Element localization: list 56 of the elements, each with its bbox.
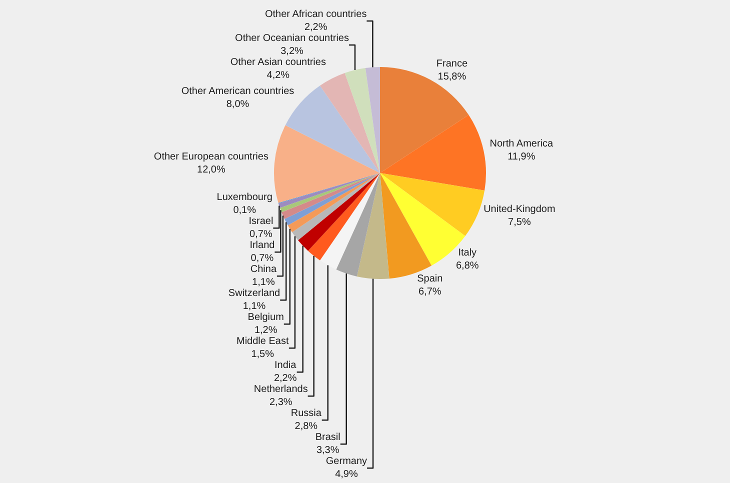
- pie-slice: [298, 173, 380, 251]
- slice-label: Germany: [326, 456, 368, 468]
- pie-slice: [380, 67, 469, 173]
- data-label: 1,2%: [254, 325, 278, 336]
- slice-label: Russia: [290, 408, 322, 420]
- data-label: 6,8%: [456, 260, 479, 272]
- data-label: 11,9%: [508, 152, 536, 163]
- slice-label: Switzerland: [228, 288, 280, 300]
- slice-label: France: [436, 58, 468, 70]
- data-label: 4,9%: [335, 469, 358, 480]
- pie-slice: [274, 125, 380, 203]
- slice-label: Luxembourg: [216, 192, 272, 204]
- data-label: 2,2%: [274, 373, 297, 384]
- pie-slice: [380, 173, 485, 236]
- data-label: 2,3%: [269, 397, 292, 408]
- pie-slice: [365, 67, 380, 173]
- slice-label: Brasil: [315, 432, 340, 444]
- slice-label: Spain: [417, 273, 443, 284]
- slice-label: India: [274, 360, 297, 372]
- slice-label: Italy: [458, 247, 477, 258]
- data-label: 3,3%: [316, 445, 340, 456]
- pie-slice: [356, 173, 390, 279]
- data-label: 1,5%: [251, 349, 274, 360]
- slice-label: North America: [490, 138, 554, 150]
- slice-label: Irland: [250, 240, 275, 252]
- data-label: 0,7%: [250, 229, 272, 240]
- pie-slice: [292, 173, 380, 240]
- pie-slice: [344, 68, 380, 173]
- data-label: 2,2%: [304, 22, 328, 33]
- slice-label: Other European countries: [154, 151, 268, 162]
- slice-label: Other Asian countries: [230, 56, 326, 68]
- slice-label: Other Oceanian countries: [235, 32, 349, 44]
- data-label: 15,8%: [438, 71, 466, 82]
- data-label: 1,1%: [242, 301, 266, 312]
- pie-slice: [336, 173, 380, 276]
- data-label: 3,2%: [280, 46, 304, 57]
- data-label: 7,5%: [508, 217, 531, 228]
- slice-label: China: [250, 264, 277, 276]
- data-label: 0,1%: [233, 205, 256, 216]
- pie-slice: [320, 73, 380, 173]
- data-label: 0,7%: [250, 253, 274, 264]
- slice-label: Israel: [248, 216, 274, 228]
- data-label: 6,7%: [418, 286, 442, 298]
- pie-slice: [380, 114, 486, 191]
- pie-slice: [308, 173, 380, 260]
- slice-label: Middle East: [236, 336, 289, 348]
- data-label: 4,2%: [266, 70, 290, 81]
- slice-label: Other African countries: [264, 8, 367, 20]
- data-label: 1,1%: [252, 277, 275, 288]
- slice-label: Belgium: [248, 312, 284, 324]
- slice-label: Netherlands: [254, 384, 308, 396]
- data-label: 2,8%: [294, 421, 318, 432]
- slice-label: United-Kingdom: [484, 204, 556, 216]
- data-label: 12,0%: [197, 164, 226, 176]
- slice-label: Other American countries: [181, 86, 294, 98]
- data-label: 8,0%: [226, 99, 250, 110]
